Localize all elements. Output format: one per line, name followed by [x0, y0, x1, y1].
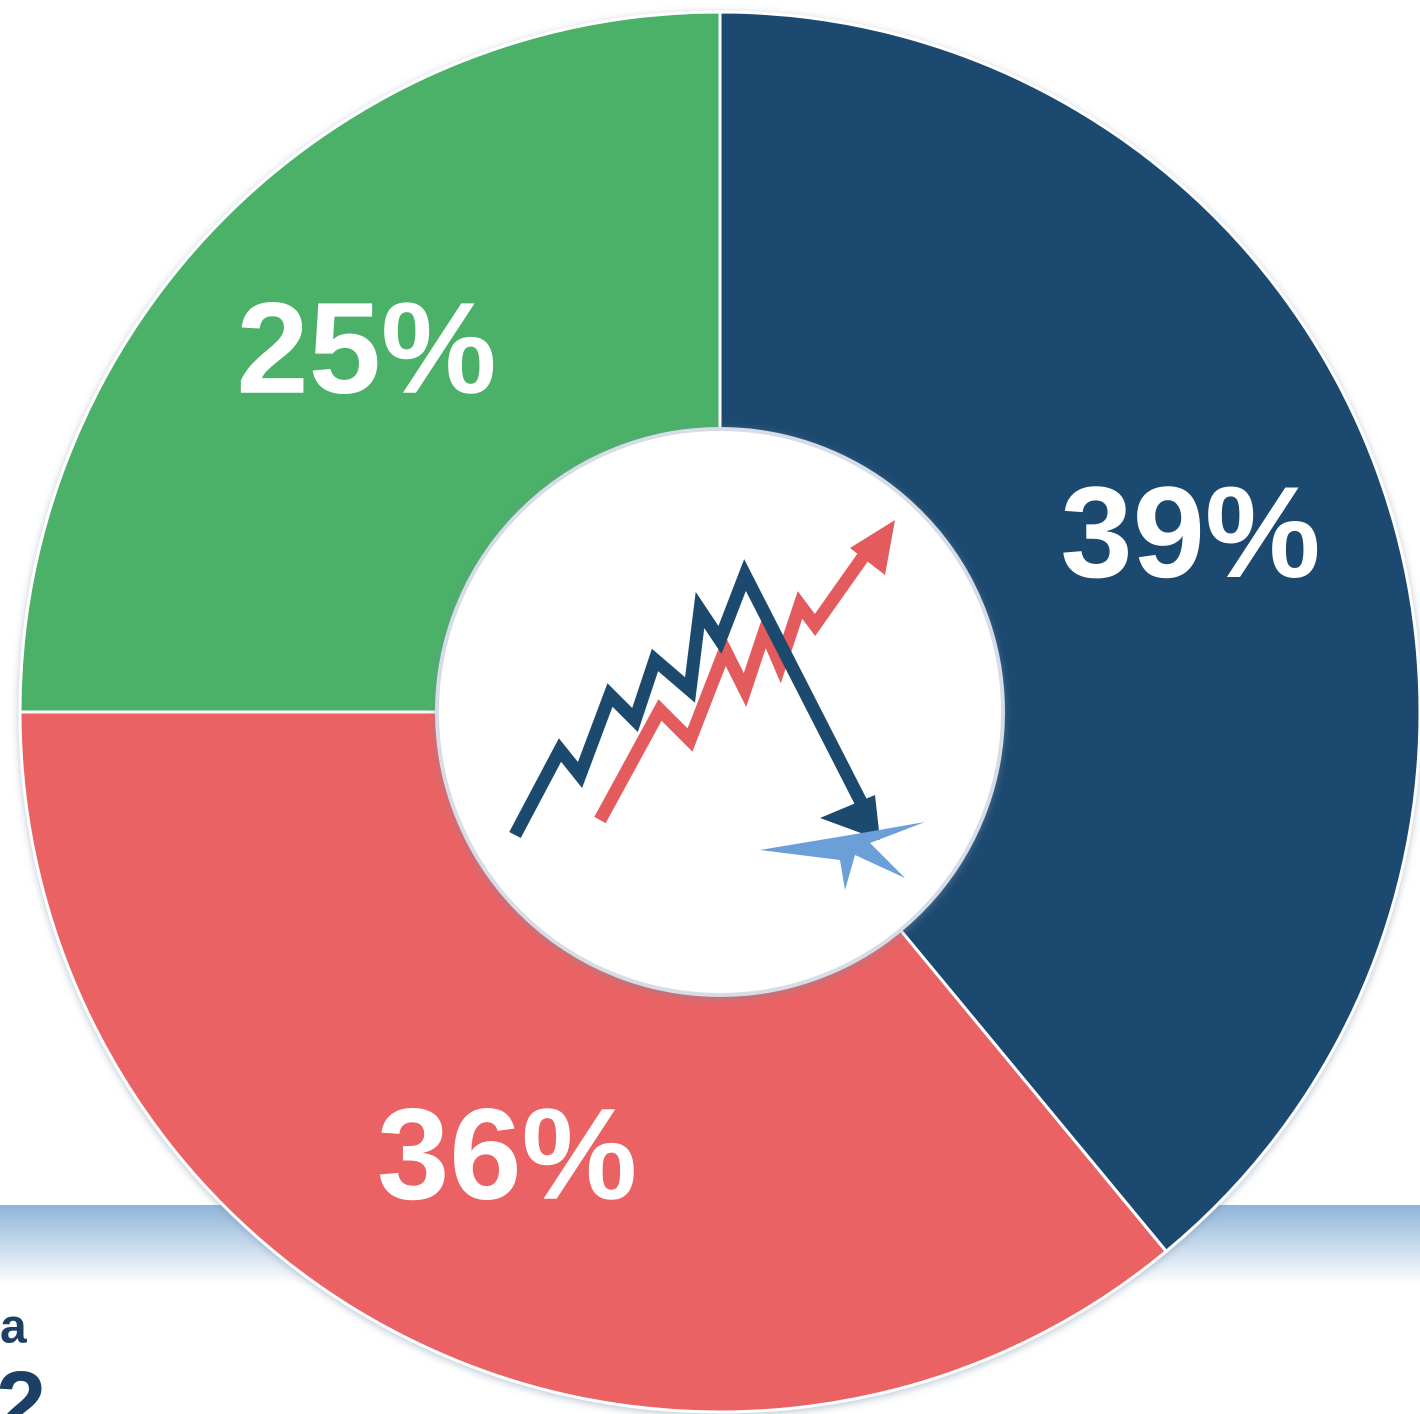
- donut-hole: [435, 427, 1005, 997]
- center-icon: [509, 520, 925, 890]
- icon-arrow-down: [820, 795, 880, 840]
- icon-line-down: [509, 559, 871, 839]
- donut-slice: [18, 710, 1169, 1414]
- icon-burst: [760, 822, 925, 890]
- caption-fragment: a: [0, 1301, 27, 1354]
- value-label: 25%: [236, 275, 496, 421]
- value-label: 36%: [377, 1081, 637, 1227]
- number-fragment: 2: [0, 1354, 46, 1414]
- icon-arrow-up: [850, 520, 895, 575]
- value-label: 39%: [1060, 459, 1320, 605]
- icon-line-up: [594, 536, 881, 824]
- donut-slice: [718, 10, 1420, 1254]
